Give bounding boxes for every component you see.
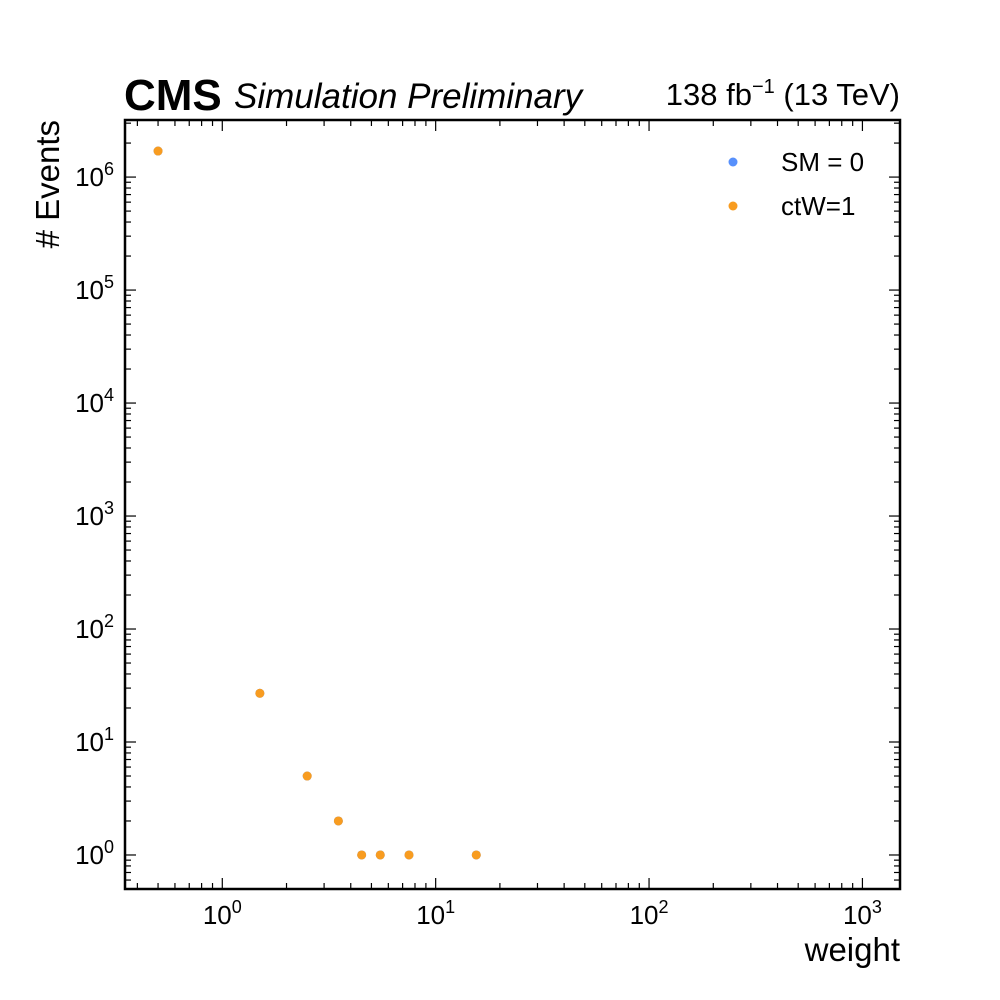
x-tick-label: 102: [630, 897, 669, 930]
plot-frame: [123, 118, 902, 891]
x-axis-title: weight: [804, 931, 900, 968]
axis-ticks: [125, 120, 900, 890]
data-point-series-1: [404, 850, 414, 860]
lumi-spacer: [775, 77, 784, 112]
lumi-energy: (13 TeV): [783, 77, 900, 112]
x-tick-label: 101: [416, 897, 455, 930]
y-tick-label: 104: [75, 385, 114, 418]
legend-marker-ctw: [728, 201, 738, 211]
data-point-series-1: [153, 146, 163, 156]
y-axis-title: # Events: [29, 120, 66, 248]
lumi-exponent: −1: [752, 76, 775, 98]
legend-marker-sm: [728, 157, 738, 167]
legend-label-sm: SM = 0: [781, 147, 864, 177]
lumi-label: 138 fb−1 (13 TeV): [666, 76, 900, 112]
data-point-series-1: [471, 850, 481, 860]
y-tick-label: 106: [75, 159, 114, 192]
data-point-series-1: [333, 816, 343, 826]
legend-label-ctw: ctW=1: [781, 191, 855, 221]
data-point-series-1: [357, 850, 367, 860]
y-tick-label: 100: [75, 837, 114, 870]
y-tick-label: 103: [75, 498, 114, 531]
y-tick-label: 102: [75, 611, 114, 644]
lumi-value: 138 fb: [666, 77, 752, 112]
x-tick-label: 103: [843, 897, 882, 930]
data-point-series-1: [375, 850, 385, 860]
axis-tick-labels: 100 101 102 103 100 101 102 103 104 105 106: [75, 159, 882, 930]
y-tick-label: 101: [75, 724, 114, 757]
x-tick-label: 100: [203, 897, 242, 930]
data-points: [153, 146, 481, 860]
data-point-series-1: [255, 688, 265, 698]
y-tick-label: 105: [75, 272, 114, 305]
data-point-series-1: [302, 771, 312, 781]
experiment-label: CMS: [124, 71, 222, 120]
legend: SM = 0 ctW=1: [728, 147, 864, 221]
status-label: Simulation Preliminary: [234, 77, 585, 116]
